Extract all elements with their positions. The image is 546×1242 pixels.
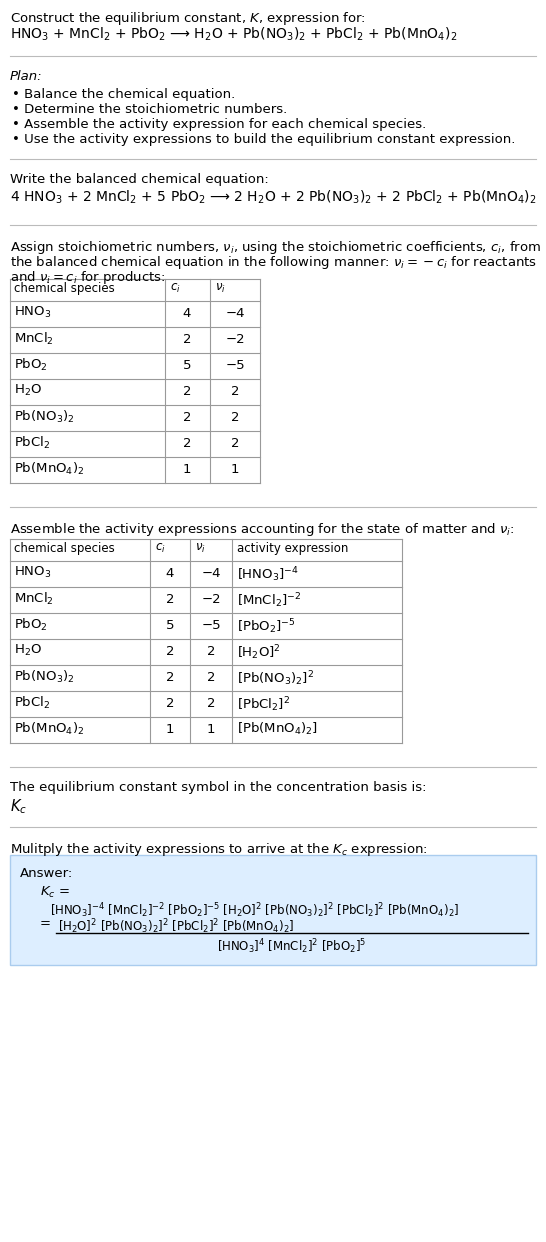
Text: 2: 2 — [207, 645, 215, 658]
Text: 2: 2 — [231, 437, 239, 450]
Text: 4 HNO$_3$ + 2 MnCl$_2$ + 5 PbO$_2$ ⟶ 2 H$_2$O + 2 Pb(NO$_3$)$_2$ + 2 PbCl$_2$ + : 4 HNO$_3$ + 2 MnCl$_2$ + 5 PbO$_2$ ⟶ 2 H… — [10, 189, 537, 206]
Text: [H$_2$O]$^2$: [H$_2$O]$^2$ — [237, 643, 281, 662]
Text: −4: −4 — [225, 307, 245, 320]
Text: PbCl$_2$: PbCl$_2$ — [14, 435, 50, 451]
Text: • Determine the stoichiometric numbers.: • Determine the stoichiometric numbers. — [12, 103, 287, 116]
Text: • Balance the chemical equation.: • Balance the chemical equation. — [12, 88, 235, 101]
Text: 2: 2 — [166, 592, 174, 606]
Text: H$_2$O: H$_2$O — [14, 383, 42, 399]
Text: MnCl$_2$: MnCl$_2$ — [14, 591, 54, 607]
Text: 1: 1 — [166, 723, 174, 737]
Text: $c_i$: $c_i$ — [155, 542, 165, 555]
Text: chemical species: chemical species — [14, 542, 115, 555]
Text: −5: −5 — [201, 619, 221, 632]
Text: Assemble the activity expressions accounting for the state of matter and $\nu_i$: Assemble the activity expressions accoun… — [10, 520, 515, 538]
Text: the balanced chemical equation in the following manner: $\nu_i = -c_i$ for react: the balanced chemical equation in the fo… — [10, 255, 537, 271]
Text: 2: 2 — [166, 697, 174, 710]
Text: Plan:: Plan: — [10, 70, 43, 83]
Text: Write the balanced chemical equation:: Write the balanced chemical equation: — [10, 173, 269, 186]
Text: $K_c$ =: $K_c$ = — [40, 886, 70, 900]
Text: • Use the activity expressions to build the equilibrium constant expression.: • Use the activity expressions to build … — [12, 133, 515, 147]
Text: 2: 2 — [166, 645, 174, 658]
Text: [PbO$_2$]$^{-5}$: [PbO$_2$]$^{-5}$ — [237, 617, 295, 636]
Text: 5: 5 — [166, 619, 174, 632]
Text: [Pb(MnO$_4$)$_2$]: [Pb(MnO$_4$)$_2$] — [237, 722, 318, 737]
Text: MnCl$_2$: MnCl$_2$ — [14, 332, 54, 347]
Text: [Pb(NO$_3$)$_2$]$^2$: [Pb(NO$_3$)$_2$]$^2$ — [237, 669, 314, 688]
Text: 2: 2 — [183, 385, 191, 397]
Text: Pb(MnO$_4$)$_2$: Pb(MnO$_4$)$_2$ — [14, 722, 85, 737]
Text: =: = — [40, 917, 51, 930]
Text: [HNO$_3$]$^{-4}$ [MnCl$_2$]$^{-2}$ [PbO$_2$]$^{-5}$ [H$_2$O]$^2$ [Pb(NO$_3$)$_2$: [HNO$_3$]$^{-4}$ [MnCl$_2$]$^{-2}$ [PbO$… — [50, 900, 459, 919]
Text: Assign stoichiometric numbers, $\nu_i$, using the stoichiometric coefficients, $: Assign stoichiometric numbers, $\nu_i$, … — [10, 238, 541, 256]
Text: 2: 2 — [183, 437, 191, 450]
Text: 2: 2 — [166, 671, 174, 684]
Text: $\nu_i$: $\nu_i$ — [215, 282, 226, 296]
Text: chemical species: chemical species — [14, 282, 115, 296]
Text: 4: 4 — [166, 568, 174, 580]
Text: 1: 1 — [231, 463, 239, 476]
Text: PbO$_2$: PbO$_2$ — [14, 617, 48, 633]
Text: PbCl$_2$: PbCl$_2$ — [14, 696, 50, 712]
Text: Pb(NO$_3$)$_2$: Pb(NO$_3$)$_2$ — [14, 669, 74, 686]
Text: H$_2$O: H$_2$O — [14, 643, 42, 658]
Text: HNO$_3$: HNO$_3$ — [14, 565, 51, 580]
Text: Mulitply the activity expressions to arrive at the $K_c$ expression:: Mulitply the activity expressions to arr… — [10, 841, 428, 858]
Text: HNO$_3$: HNO$_3$ — [14, 306, 51, 320]
FancyBboxPatch shape — [10, 854, 536, 965]
Text: 2: 2 — [183, 333, 191, 347]
Text: [HNO$_3$]$^4$ [MnCl$_2$]$^2$ [PbO$_2$]$^5$: [HNO$_3$]$^4$ [MnCl$_2$]$^2$ [PbO$_2$]$^… — [217, 936, 367, 955]
Text: Construct the equilibrium constant, $K$, expression for:: Construct the equilibrium constant, $K$,… — [10, 10, 366, 27]
Text: and $\nu_i = c_i$ for products:: and $\nu_i = c_i$ for products: — [10, 270, 165, 286]
Text: 5: 5 — [183, 359, 191, 373]
Text: 2: 2 — [231, 411, 239, 424]
Text: −4: −4 — [201, 568, 221, 580]
Text: $c_i$: $c_i$ — [170, 282, 181, 296]
Text: Answer:: Answer: — [20, 867, 73, 881]
Text: −2: −2 — [225, 333, 245, 347]
Text: 2: 2 — [207, 671, 215, 684]
Text: [MnCl$_2$]$^{-2}$: [MnCl$_2$]$^{-2}$ — [237, 591, 301, 610]
Text: 4: 4 — [183, 307, 191, 320]
Text: HNO$_3$ + MnCl$_2$ + PbO$_2$ ⟶ H$_2$O + Pb(NO$_3$)$_2$ + PbCl$_2$ + Pb(MnO$_4$)$: HNO$_3$ + MnCl$_2$ + PbO$_2$ ⟶ H$_2$O + … — [10, 26, 457, 43]
Text: [HNO$_3$]$^{-4}$: [HNO$_3$]$^{-4}$ — [237, 565, 299, 584]
Text: $K_c$: $K_c$ — [10, 797, 27, 816]
Text: 2: 2 — [231, 385, 239, 397]
Text: $\nu_i$: $\nu_i$ — [195, 542, 206, 555]
Text: Pb(NO$_3$)$_2$: Pb(NO$_3$)$_2$ — [14, 409, 74, 425]
Text: −5: −5 — [225, 359, 245, 373]
Text: Pb(MnO$_4$)$_2$: Pb(MnO$_4$)$_2$ — [14, 461, 85, 477]
Text: [PbCl$_2$]$^2$: [PbCl$_2$]$^2$ — [237, 696, 290, 714]
Text: 2: 2 — [207, 697, 215, 710]
Text: 1: 1 — [183, 463, 191, 476]
Text: PbO$_2$: PbO$_2$ — [14, 356, 48, 373]
Text: 2: 2 — [183, 411, 191, 424]
Text: [H$_2$O]$^2$ [Pb(NO$_3$)$_2$]$^2$ [PbCl$_2$]$^2$ [Pb(MnO$_4$)$_2$]: [H$_2$O]$^2$ [Pb(NO$_3$)$_2$]$^2$ [PbCl$… — [58, 917, 294, 935]
Text: The equilibrium constant symbol in the concentration basis is:: The equilibrium constant symbol in the c… — [10, 781, 426, 794]
Text: • Assemble the activity expression for each chemical species.: • Assemble the activity expression for e… — [12, 118, 426, 130]
Text: activity expression: activity expression — [237, 542, 348, 555]
Text: 1: 1 — [207, 723, 215, 737]
Text: −2: −2 — [201, 592, 221, 606]
